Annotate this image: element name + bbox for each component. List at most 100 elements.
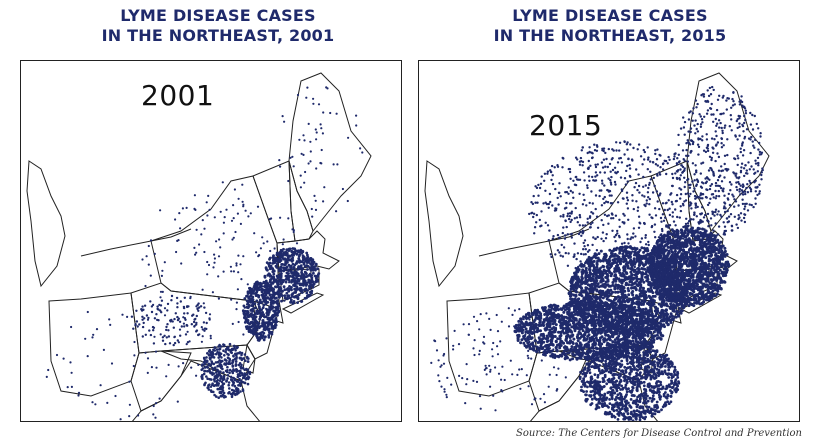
case-dot bbox=[715, 276, 719, 280]
case-dot bbox=[259, 247, 262, 250]
case-dot bbox=[570, 281, 573, 285]
case-dot bbox=[624, 275, 627, 279]
case-dot bbox=[128, 415, 131, 418]
map-2001-svg bbox=[26, 72, 372, 421]
case-dot bbox=[132, 364, 135, 368]
case-dot bbox=[296, 267, 300, 271]
case-dot bbox=[274, 323, 277, 326]
case-dot bbox=[300, 270, 303, 274]
case-dot bbox=[274, 256, 278, 260]
case-dot bbox=[296, 301, 299, 304]
case-dot bbox=[213, 216, 216, 219]
case-dot bbox=[568, 291, 572, 295]
case-dot bbox=[287, 217, 290, 220]
case-dot bbox=[233, 377, 236, 381]
case-dot bbox=[272, 269, 276, 273]
state-massachusetts bbox=[276, 230, 340, 272]
case-dot bbox=[252, 332, 256, 336]
case-dot bbox=[242, 376, 245, 380]
case-dot bbox=[667, 230, 671, 234]
case-dot bbox=[204, 311, 208, 315]
case-dot bbox=[269, 249, 272, 253]
case-dot bbox=[637, 303, 641, 307]
case-dot bbox=[294, 270, 297, 273]
case-dot bbox=[183, 312, 186, 315]
case-dot bbox=[230, 395, 234, 399]
case-dot bbox=[604, 258, 608, 262]
state-michigan bbox=[26, 160, 66, 288]
case-dot bbox=[677, 241, 681, 245]
case-dot bbox=[145, 314, 149, 317]
case-dot bbox=[586, 283, 590, 287]
case-dot bbox=[203, 363, 206, 366]
case-dot bbox=[580, 287, 584, 290]
case-dot bbox=[243, 381, 247, 385]
case-dot bbox=[693, 284, 696, 288]
case-dot bbox=[273, 326, 277, 329]
case-dot bbox=[684, 239, 688, 243]
case-dot bbox=[268, 272, 271, 276]
case-dot bbox=[662, 285, 666, 289]
case-dot bbox=[687, 304, 691, 308]
case-dot bbox=[695, 246, 699, 250]
case-dot bbox=[669, 232, 673, 236]
case-dot bbox=[699, 250, 703, 254]
case-dot bbox=[237, 384, 240, 387]
case-dot bbox=[237, 363, 241, 367]
case-dot bbox=[590, 261, 594, 265]
case-dot bbox=[590, 297, 594, 301]
case-dot bbox=[618, 251, 622, 255]
case-dot bbox=[264, 335, 267, 339]
case-dot bbox=[281, 243, 284, 246]
case-dot bbox=[255, 251, 258, 254]
case-dot bbox=[155, 402, 158, 405]
case-dot bbox=[219, 359, 222, 363]
case-dot bbox=[672, 246, 676, 250]
case-dot bbox=[255, 284, 259, 287]
case-dot bbox=[611, 258, 615, 262]
case-dot bbox=[635, 308, 638, 312]
case-dot bbox=[144, 351, 147, 354]
case-dot bbox=[569, 287, 573, 291]
case-dot bbox=[598, 295, 602, 299]
state-delaware bbox=[640, 343, 654, 374]
case-dot bbox=[646, 323, 650, 327]
case-dot bbox=[666, 245, 670, 249]
case-dot bbox=[205, 321, 208, 325]
title-2015: LYME DISEASE CASES IN THE NORTHEAST, 201… bbox=[460, 6, 760, 46]
case-dot bbox=[674, 242, 678, 246]
case-dot bbox=[640, 278, 644, 282]
case-dot bbox=[285, 271, 289, 275]
case-dot bbox=[639, 260, 643, 264]
case-dot bbox=[257, 302, 260, 306]
case-dot bbox=[623, 265, 627, 269]
case-dot bbox=[649, 309, 653, 313]
case-dot bbox=[687, 270, 690, 273]
case-dot bbox=[262, 331, 266, 335]
case-dot bbox=[166, 323, 169, 326]
case-dot bbox=[226, 352, 229, 356]
case-dot bbox=[612, 278, 616, 281]
case-dot bbox=[575, 286, 579, 290]
case-dot bbox=[662, 291, 666, 295]
case-dot bbox=[255, 299, 259, 303]
case-dot bbox=[706, 298, 710, 302]
case-dot bbox=[55, 353, 59, 357]
case-dot bbox=[228, 358, 231, 362]
case-dot bbox=[201, 363, 204, 366]
case-dot bbox=[669, 302, 673, 306]
case-dot bbox=[159, 290, 163, 293]
case-dot bbox=[228, 342, 232, 346]
case-dot bbox=[232, 270, 235, 273]
case-dot bbox=[128, 380, 131, 383]
case-dot bbox=[215, 240, 218, 243]
case-dot bbox=[296, 93, 300, 97]
case-dot bbox=[128, 403, 131, 406]
case-dot bbox=[265, 307, 268, 310]
case-dot bbox=[714, 288, 718, 292]
case-dot bbox=[630, 291, 634, 295]
case-dot bbox=[231, 322, 234, 325]
case-dot bbox=[167, 329, 170, 332]
case-dot bbox=[682, 272, 686, 275]
case-dot bbox=[290, 280, 293, 284]
